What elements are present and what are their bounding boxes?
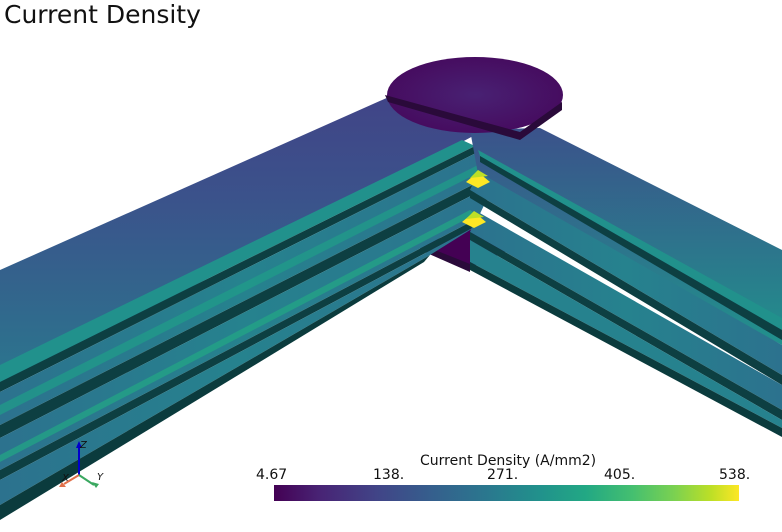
colorbar-tick: 138. xyxy=(373,467,405,483)
axis-label-y: Y xyxy=(97,472,104,483)
axis-label-z: Z xyxy=(79,440,88,451)
axis-label-x: X xyxy=(61,473,70,484)
hot-spots xyxy=(462,170,490,228)
view-title: Current Density xyxy=(4,0,201,29)
right-trace xyxy=(470,128,782,437)
orientation-axes-icon[interactable]: Z X Y xyxy=(52,438,112,493)
colorbar-title: Current Density (A/mm2) xyxy=(420,453,597,469)
colorbar-tick: 538. xyxy=(719,467,751,483)
colorbar xyxy=(274,485,739,501)
colorbar-tick: 271. xyxy=(487,467,519,483)
colorbar-tick: 405. xyxy=(604,467,636,483)
left-trace xyxy=(0,92,494,520)
colorbar-tick: 4.67 xyxy=(256,467,288,483)
top-pad xyxy=(385,57,563,140)
